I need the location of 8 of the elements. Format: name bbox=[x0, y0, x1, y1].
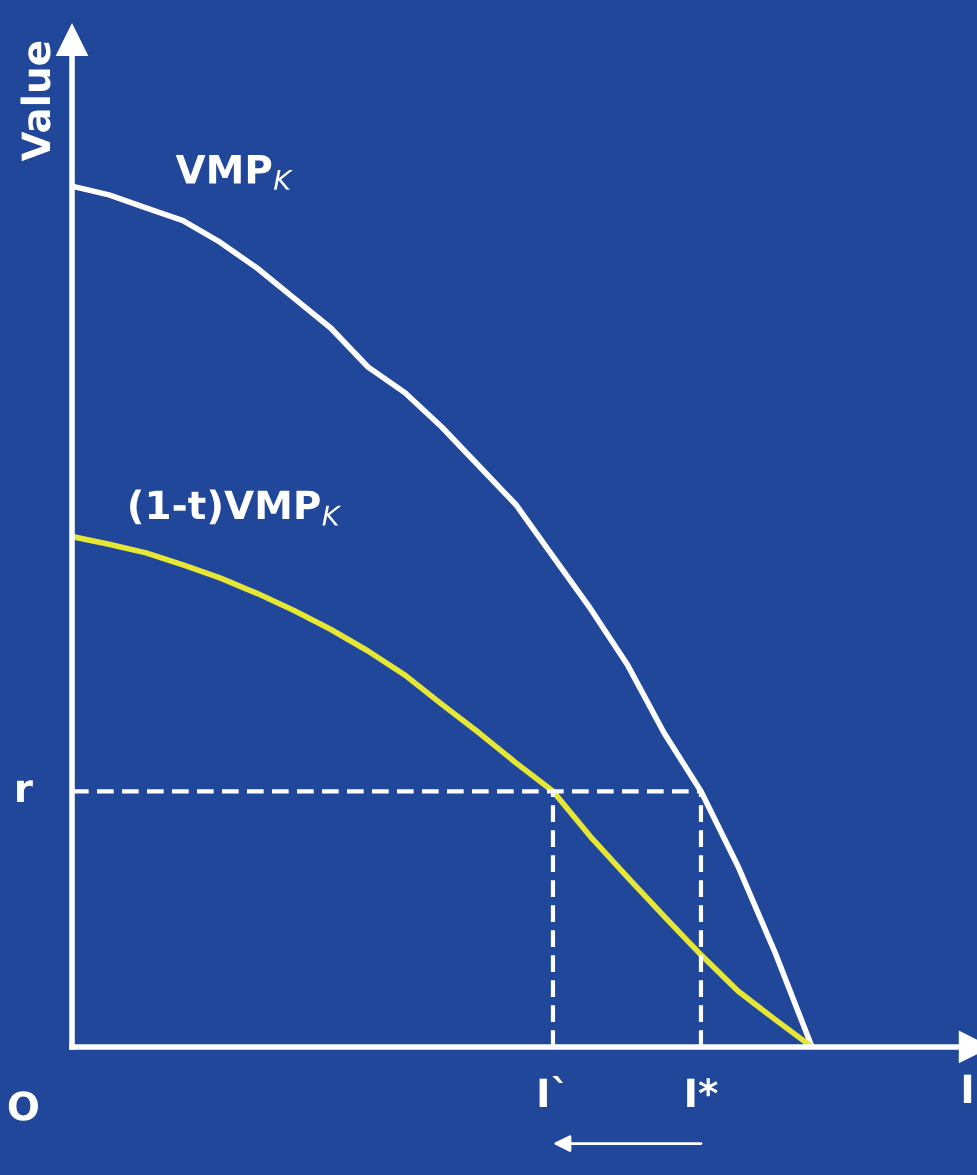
text: O bbox=[8, 1091, 38, 1121]
x-axis-title: I bbox=[963, 1074, 972, 1103]
series-label: (1-t)VMP$_{K}$ bbox=[130, 489, 342, 526]
x-tick-label: I` bbox=[539, 1075, 563, 1108]
series-label: VMP$_{K}$ bbox=[175, 155, 293, 190]
y-axis-title: Value bbox=[20, 41, 51, 162]
ref-line-label: r bbox=[17, 780, 33, 803]
x-tick-label: I* bbox=[687, 1078, 718, 1108]
